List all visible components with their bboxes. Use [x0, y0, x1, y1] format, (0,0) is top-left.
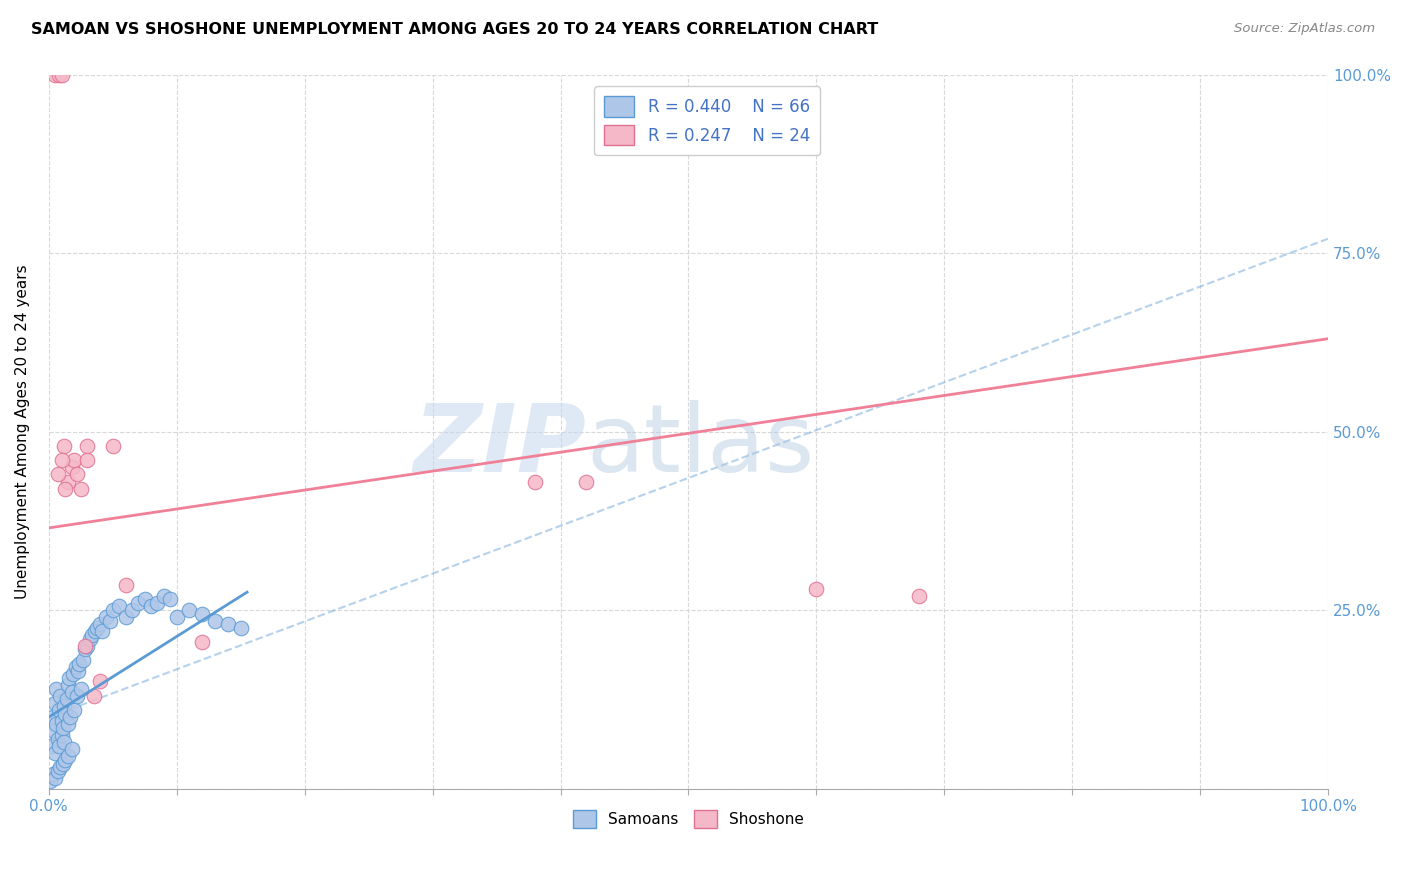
Point — [44, 68, 66, 82]
Text: ZIP: ZIP — [413, 400, 586, 491]
Point — [69, 482, 91, 496]
Point — [76, 439, 98, 453]
Point — [69, 681, 91, 696]
Point — [62, 667, 84, 681]
Point — [101, 439, 124, 453]
Point — [46, 731, 69, 746]
Point — [56, 678, 79, 692]
Point — [575, 475, 598, 489]
Point — [153, 589, 176, 603]
Point — [60, 742, 83, 756]
Point — [806, 582, 828, 596]
Point — [55, 706, 77, 721]
Point — [127, 596, 149, 610]
Point — [204, 614, 226, 628]
Point — [52, 756, 75, 771]
Point — [191, 607, 214, 621]
Point — [51, 453, 73, 467]
Point — [67, 664, 90, 678]
Point — [83, 624, 105, 639]
Point — [60, 685, 83, 699]
Point — [96, 610, 118, 624]
Point — [76, 453, 98, 467]
Point — [52, 721, 75, 735]
Point — [114, 610, 136, 624]
Point — [134, 592, 156, 607]
Point — [98, 614, 121, 628]
Point — [39, 739, 62, 753]
Text: atlas: atlas — [586, 400, 814, 491]
Point — [60, 460, 83, 475]
Point — [73, 642, 96, 657]
Point — [56, 717, 79, 731]
Point — [72, 653, 94, 667]
Point — [53, 699, 76, 714]
Point — [46, 764, 69, 778]
Point — [73, 639, 96, 653]
Point — [86, 621, 108, 635]
Point — [907, 589, 929, 603]
Text: SAMOAN VS SHOSHONE UNEMPLOYMENT AMONG AGES 20 TO 24 YEARS CORRELATION CHART: SAMOAN VS SHOSHONE UNEMPLOYMENT AMONG AG… — [31, 22, 879, 37]
Point — [63, 453, 86, 467]
Point — [42, 724, 65, 739]
Point — [48, 703, 70, 717]
Point — [191, 635, 214, 649]
Point — [59, 710, 82, 724]
Point — [44, 771, 66, 785]
Point — [108, 599, 131, 614]
Point — [44, 746, 66, 760]
Point — [41, 767, 63, 781]
Point — [89, 674, 111, 689]
Point — [51, 728, 73, 742]
Point — [89, 617, 111, 632]
Text: Source: ZipAtlas.com: Source: ZipAtlas.com — [1234, 22, 1375, 36]
Point — [76, 639, 98, 653]
Point — [56, 475, 79, 489]
Point — [523, 475, 546, 489]
Point — [46, 467, 69, 482]
Point — [51, 68, 73, 82]
Point — [179, 603, 201, 617]
Point — [51, 714, 73, 728]
Point — [55, 692, 77, 706]
Point — [159, 592, 181, 607]
Point — [66, 689, 89, 703]
Point — [114, 578, 136, 592]
Point — [63, 703, 86, 717]
Point — [58, 671, 80, 685]
Point — [49, 760, 72, 774]
Point — [45, 717, 67, 731]
Point — [45, 681, 67, 696]
Point — [44, 696, 66, 710]
Point — [65, 660, 87, 674]
Point — [49, 689, 72, 703]
Point — [69, 657, 91, 671]
Point — [55, 482, 77, 496]
Point — [48, 739, 70, 753]
Point — [101, 603, 124, 617]
Point — [55, 753, 77, 767]
Point — [82, 628, 104, 642]
Point — [39, 774, 62, 789]
Point — [166, 610, 188, 624]
Point — [53, 735, 76, 749]
Y-axis label: Unemployment Among Ages 20 to 24 years: Unemployment Among Ages 20 to 24 years — [15, 264, 30, 599]
Point — [91, 624, 114, 639]
Point — [229, 621, 252, 635]
Point — [66, 467, 89, 482]
Point — [217, 617, 239, 632]
Point — [139, 599, 162, 614]
Point — [56, 749, 79, 764]
Legend: Samoans, Shoshone: Samoans, Shoshone — [567, 804, 810, 834]
Point — [41, 710, 63, 724]
Point — [121, 603, 143, 617]
Point — [83, 689, 105, 703]
Point — [79, 632, 101, 646]
Point — [146, 596, 169, 610]
Point — [48, 68, 70, 82]
Point — [53, 439, 76, 453]
